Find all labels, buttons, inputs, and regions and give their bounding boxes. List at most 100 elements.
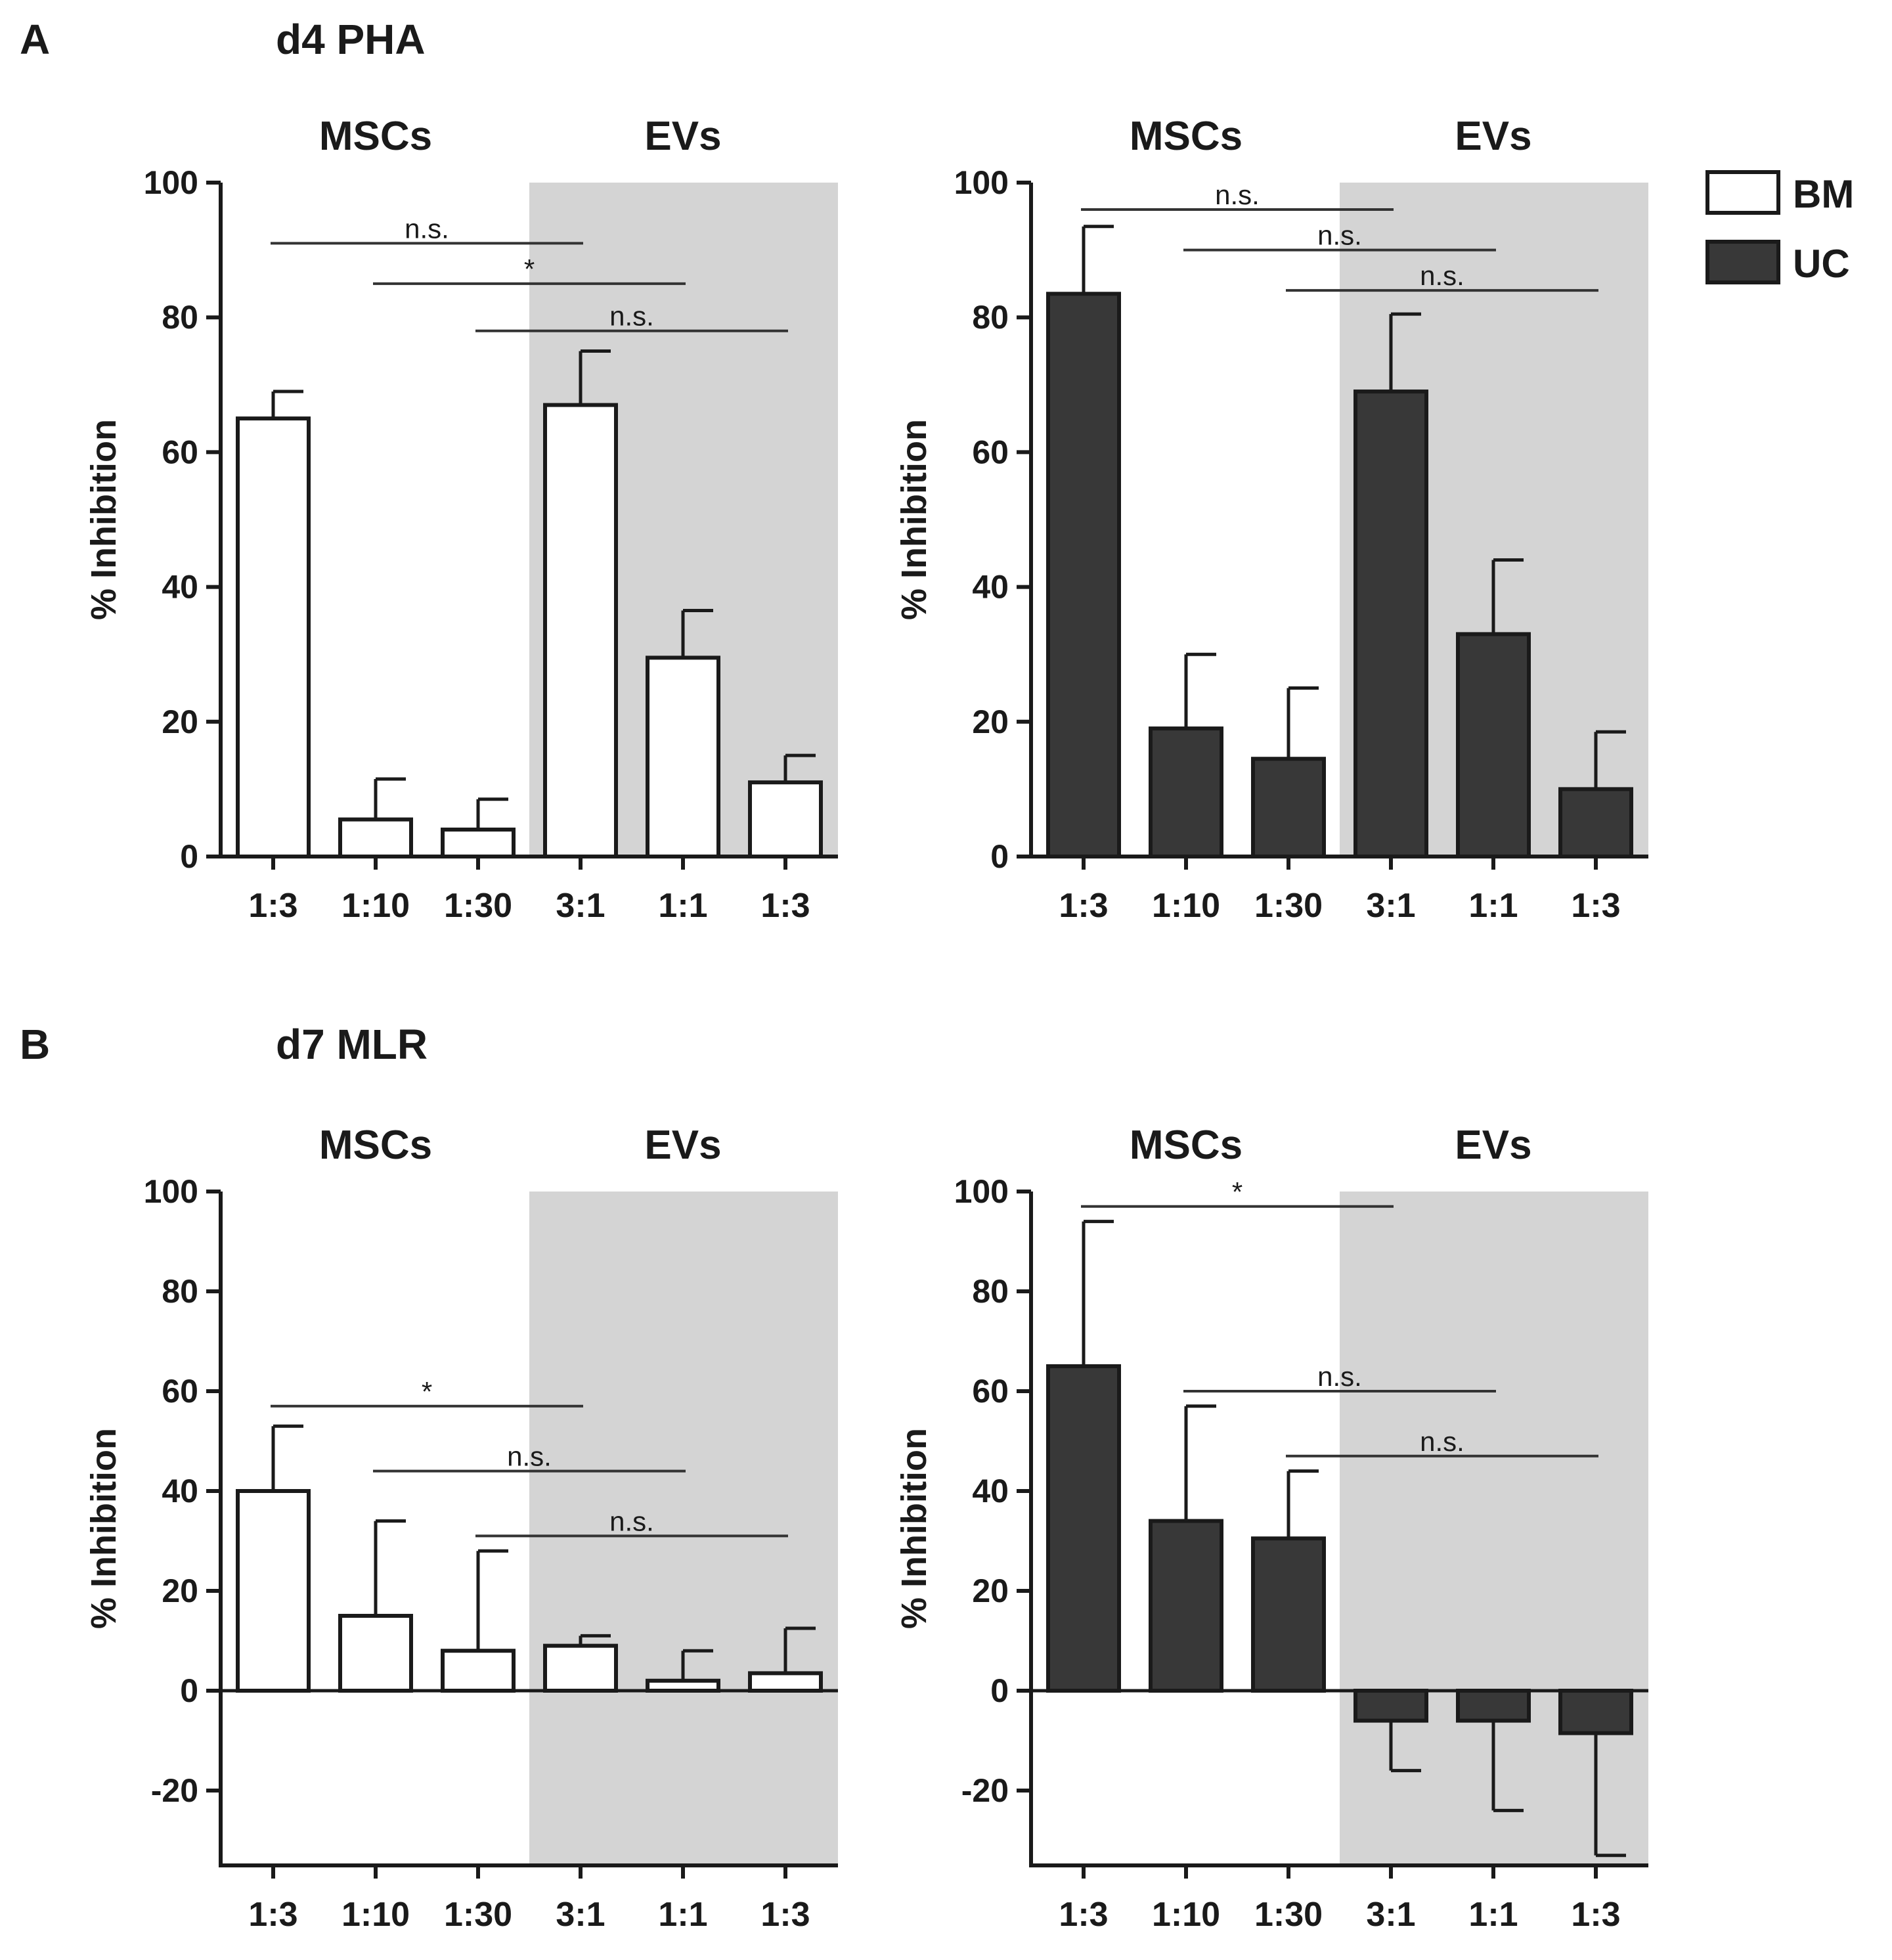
chart-1-x-tick-label: 3:1 (1366, 887, 1415, 925)
chart-1-group-label-evs: EVs (1455, 114, 1531, 159)
chart-1-bar (1353, 390, 1428, 858)
chart-3-significance-label: n.s. (1317, 1361, 1362, 1392)
chart-0-y-tick-label: 80 (162, 299, 198, 336)
chart-3-bar (1558, 1689, 1633, 1735)
chart-3-x-tick-label: 1:3 (1571, 1896, 1620, 1934)
chart-0-x-tick-label: 1:3 (760, 887, 810, 925)
chart-0-y-tick-label: 40 (162, 569, 198, 606)
chart-2-y-tick-label: 80 (162, 1273, 198, 1310)
chart-3-x-tick-label: 1:10 (1152, 1896, 1220, 1934)
chart-1-bar (1251, 757, 1326, 858)
chart-2-bar (543, 1643, 618, 1693)
chart-1-y-tick-label: 100 (954, 164, 1009, 201)
chart-3-significance-label: * (1232, 1176, 1243, 1207)
chart-1-group-label-mscs: MSCs (1130, 114, 1243, 159)
chart-3-y-tick-label: -20 (961, 1772, 1009, 1809)
chart-3-y-tick-label: 100 (954, 1173, 1009, 1210)
chart-0-y-tick-label: 20 (162, 703, 198, 740)
chart-1-x-tick-label: 1:10 (1152, 887, 1220, 925)
chart-3-y-tick-label: 60 (972, 1373, 1009, 1410)
chart-2-significance-label: * (422, 1376, 432, 1407)
panel-a-uc-chart: MSCs EVs 0 20 40 60 80 100 % Inhibition 1:3 1:10 1:… (894, 114, 1648, 925)
chart-2-panel-title: d7 MLR (276, 1021, 428, 1068)
chart-2-y-tick-label: 60 (162, 1373, 198, 1410)
chart-2-group-label-evs: EVs (644, 1123, 721, 1168)
chart-2-group-label-mscs: MSCs (319, 1123, 432, 1168)
chart-0-bar (646, 656, 720, 859)
chart-1-y-tick-label: 40 (972, 569, 1009, 606)
chart-2-x-tick-label: 1:1 (658, 1896, 707, 1934)
chart-2-bar (748, 1671, 823, 1693)
chart-2-x-tick-label: 1:10 (341, 1896, 410, 1934)
chart-3-y-tick-label: 20 (972, 1572, 1009, 1609)
chart-2-x-tick-label: 1:3 (248, 1896, 297, 1934)
chart-0-bar (236, 416, 311, 858)
chart-1-y-tick-label: 80 (972, 299, 1009, 336)
chart-3-y-tick-label: 0 (990, 1672, 1009, 1709)
chart-3-x-tick-label: 1:30 (1254, 1896, 1323, 1934)
chart-1-x-tick-label: 1:30 (1254, 887, 1323, 925)
chart-0-significance-label: n.s. (405, 213, 449, 244)
chart-3-x-tick-label: 1:1 (1468, 1896, 1518, 1934)
chart-3-y-axis-title: % Inhibition (894, 1428, 934, 1629)
legend-label-bm: BM (1793, 172, 1854, 216)
chart-2-x-tick-label: 1:3 (760, 1896, 810, 1934)
chart-3-bar (1149, 1519, 1223, 1693)
chart-0-y-tick-label: 100 (144, 164, 198, 201)
chart-0-x-tick-label: 1:30 (444, 887, 512, 925)
chart-2-bar (236, 1489, 311, 1693)
chart-0-y-tick-label: 0 (180, 838, 198, 875)
chart-3-y-tick-label: 40 (972, 1473, 1009, 1509)
chart-1-y-tick-label: 60 (972, 434, 1009, 470)
chart-0-bar (748, 780, 823, 859)
chart-1-bar (1456, 632, 1531, 858)
chart-3-significance-label: n.s. (1420, 1426, 1464, 1457)
panel-b-uc-chart: MSCs EVs -20 0 20 40 60 80 100 % Inhibition 1:3 1:1… (894, 1123, 1648, 1934)
chart-2-significance-label: n.s. (507, 1441, 552, 1472)
chart-3-x-tick-label: 1:3 (1059, 1896, 1108, 1934)
legend-swatch-uc (1705, 240, 1780, 284)
chart-0-x-tick-label: 3:1 (556, 887, 605, 925)
chart-2-y-tick-label: -20 (151, 1772, 198, 1809)
chart-1-significance-label: n.s. (1215, 179, 1260, 210)
legend: BM UC (1705, 170, 1854, 286)
chart-3-bar (1251, 1536, 1326, 1693)
chart-0-x-tick-label: 1:1 (658, 887, 707, 925)
chart-2-y-axis-title: % Inhibition (84, 1428, 123, 1629)
chart-3-group-label-evs: EVs (1455, 1123, 1531, 1168)
chart-2-x-tick-label: 3:1 (556, 1896, 605, 1934)
chart-3-bar (1046, 1364, 1121, 1693)
chart-1-bar (1558, 787, 1633, 859)
chart-2-x-tick-label: 1:30 (444, 1896, 512, 1934)
chart-1-x-tick-label: 1:1 (1468, 887, 1518, 925)
chart-0-y-tick-label: 60 (162, 434, 198, 470)
chart-3-y-tick-label: 80 (972, 1273, 1009, 1310)
chart-2-y-tick-label: 20 (162, 1572, 198, 1609)
chart-0-x-tick-label: 1:3 (248, 887, 297, 925)
chart-1-x-tick-label: 1:3 (1059, 887, 1108, 925)
chart-3-x-tick-label: 3:1 (1366, 1896, 1415, 1934)
chart-0-bar (441, 827, 516, 858)
chart-0-significance-label: * (524, 254, 535, 284)
chart-2-y-tick-label: 0 (180, 1672, 198, 1709)
chart-1-x-tick-label: 1:3 (1571, 887, 1620, 925)
chart-3-bar (1353, 1689, 1428, 1723)
chart-1-significance-label: n.s. (1420, 260, 1464, 291)
chart-1-y-tick-label: 0 (990, 838, 1009, 875)
chart-0-panel-letter: A (20, 16, 50, 63)
chart-2-y-tick-label: 100 (144, 1173, 198, 1210)
chart-1-bar (1046, 292, 1121, 859)
chart-2-ev-shaded-region (529, 1192, 838, 1865)
chart-0-significance-label: n.s. (609, 301, 654, 332)
chart-2-bar (441, 1649, 516, 1693)
chart-1-y-tick-label: 20 (972, 703, 1009, 740)
chart-2-bar (338, 1614, 413, 1693)
chart-0-panel-title: d4 PHA (276, 16, 426, 63)
chart-0-group-label-evs: EVs (644, 114, 721, 159)
legend-swatch-bm (1705, 170, 1780, 215)
chart-2-significance-label: n.s. (609, 1505, 654, 1536)
chart-0-x-tick-label: 1:10 (341, 887, 410, 925)
